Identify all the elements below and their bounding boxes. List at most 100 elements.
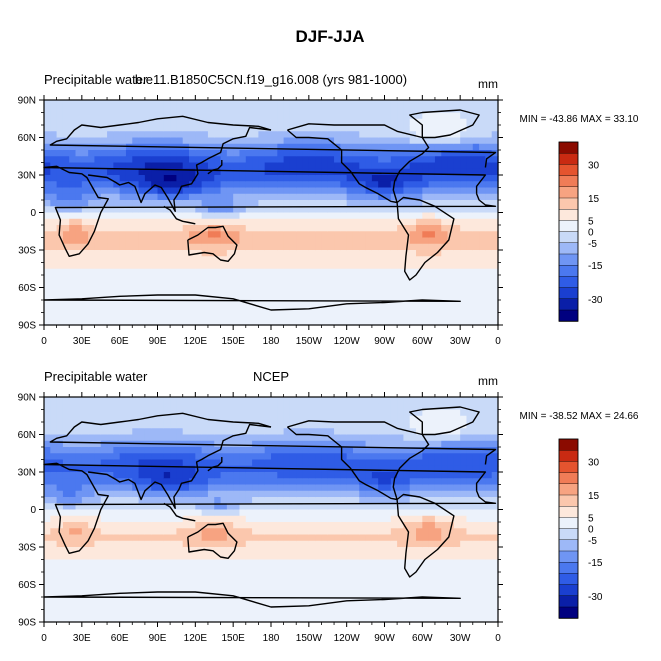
panel-top-cell — [302, 287, 310, 295]
panel-bottom-cell — [113, 522, 121, 529]
panel-bottom-cell — [170, 415, 178, 423]
panel-top-cell — [352, 256, 360, 264]
panel-top-cell — [69, 300, 77, 307]
panel-bottom-cell — [371, 472, 379, 479]
panel-bottom-cell — [245, 522, 253, 529]
panel-bottom-cell — [214, 428, 222, 436]
panel-bottom-cell — [189, 447, 196, 454]
panel-top-cell — [428, 112, 436, 120]
panel-top-cell — [214, 118, 222, 126]
panel-bottom-cell — [390, 522, 398, 529]
panel-bottom-cell — [201, 478, 209, 486]
panel-bottom-cell — [107, 540, 114, 548]
panel-bottom-cell — [384, 572, 392, 579]
panel-top-cell — [239, 237, 247, 245]
panel-bottom-cell — [422, 490, 430, 498]
panel-top-cell — [327, 193, 335, 201]
panel-top-cell — [170, 125, 178, 132]
panel-bottom-cell — [384, 547, 392, 554]
panel-bottom-cell — [62, 397, 70, 404]
panel-top-cell — [441, 300, 449, 307]
panel-bottom-cell — [315, 515, 323, 523]
panel-bottom-cell — [195, 609, 203, 617]
panel-top-cell — [69, 106, 77, 114]
panel-top-cell — [365, 181, 373, 189]
panel-top-cell — [176, 150, 184, 157]
panel-top-cell — [289, 162, 297, 170]
panel-bottom-cell — [151, 409, 159, 417]
panel-top-cell — [308, 237, 316, 245]
panel-top-cell — [201, 206, 209, 214]
panel-bottom-cell — [378, 434, 386, 442]
panel-bottom-cell — [157, 503, 165, 511]
panel-top-cell — [151, 187, 159, 195]
panel-bottom-cell — [233, 434, 241, 442]
panel-bottom-cell — [365, 547, 373, 554]
panel-top-cell — [315, 162, 323, 170]
panel-bottom-cell — [207, 428, 215, 436]
panel-bottom-cell — [151, 565, 159, 573]
panel-top-cell — [62, 200, 70, 207]
panel-bottom-cell — [195, 484, 203, 492]
panel-bottom-cell — [422, 415, 430, 423]
panel-bottom-cell — [214, 565, 222, 573]
panel-bottom-cell — [390, 609, 398, 617]
panel-bottom-cell — [359, 403, 367, 411]
panel-top-cell — [460, 225, 468, 232]
panel-top-cell — [378, 206, 386, 214]
panel-top-cell — [245, 312, 253, 320]
panel-bottom-cell — [100, 597, 108, 604]
panel-bottom-cell — [239, 515, 247, 523]
panel-top-cell — [50, 243, 58, 251]
panel-bottom-cell — [428, 509, 436, 517]
panel-bottom-cell — [113, 490, 121, 498]
panel-bottom-cell — [346, 584, 354, 592]
panel-top-cell — [271, 118, 278, 126]
panel-bottom-cell — [334, 572, 341, 579]
panel-top-cell — [50, 206, 58, 214]
panel-top-cell — [460, 212, 468, 220]
panel-top-cell — [88, 193, 96, 201]
panel-top-cell — [258, 256, 266, 264]
panel-bottom-cell — [359, 497, 367, 504]
panel-top-cell — [113, 137, 121, 145]
panel-top-cell — [390, 268, 398, 276]
panel-bottom-cell — [44, 472, 51, 479]
panel-top-cell — [75, 281, 83, 289]
panel-bottom-cell — [365, 403, 373, 411]
panel-bottom-cell — [94, 415, 102, 423]
panel-bottom-cell — [308, 547, 316, 554]
panel-top-cell — [289, 106, 297, 114]
panel-top-cell — [75, 231, 83, 239]
panel-top-cell — [182, 187, 190, 195]
panel-bottom-cell — [44, 547, 51, 554]
panel-bottom-cell — [163, 397, 171, 404]
panel-bottom-cell — [346, 609, 354, 617]
panel-top-cell — [170, 181, 178, 189]
panel-top-cell — [428, 187, 436, 195]
panel-bottom-cell — [56, 447, 64, 454]
panel-bottom-cell — [271, 490, 278, 498]
panel-top-cell — [416, 100, 423, 107]
panel-top-cell — [327, 175, 335, 182]
panel-bottom-cell — [271, 559, 278, 567]
panel-bottom-cell — [384, 503, 392, 511]
panel-top-cell — [327, 212, 335, 220]
panel-bottom-cell — [384, 509, 392, 517]
panel-bottom-cell — [321, 509, 329, 517]
panel-bottom-cell — [277, 415, 285, 423]
panel-bottom-cell — [151, 615, 159, 623]
panel-top-cell — [346, 212, 354, 220]
panel-top-cell — [195, 306, 203, 314]
panel-bottom-cell — [378, 584, 386, 592]
panel-bottom-cell — [365, 409, 373, 417]
panel-bottom-cell — [62, 509, 70, 517]
panel-bottom-cell — [163, 572, 171, 579]
panel-top-cell — [151, 150, 159, 157]
panel-bottom-cell — [125, 522, 133, 529]
panel-top-cell — [88, 256, 96, 264]
panel-top-cell — [144, 231, 152, 239]
panel-top-cell — [460, 193, 468, 201]
panel-top-cell — [384, 262, 392, 270]
panel-top-cell — [346, 156, 354, 164]
